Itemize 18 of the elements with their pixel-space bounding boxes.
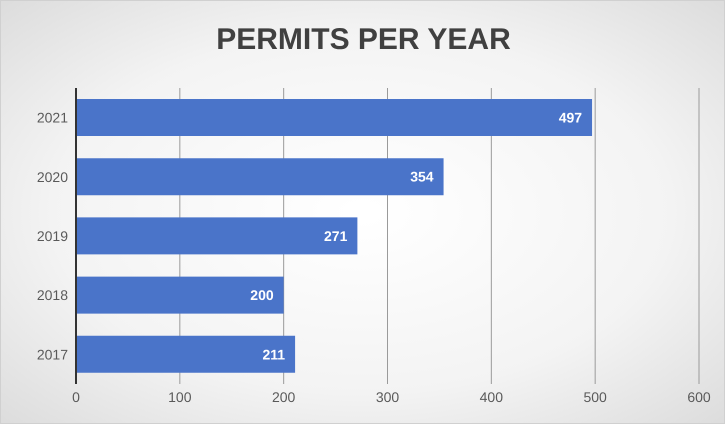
- y-tick-label: 2017: [36, 346, 68, 362]
- data-label: 354: [410, 168, 434, 185]
- x-tick-label: 300: [376, 388, 400, 405]
- x-tick-label: 600: [687, 388, 711, 405]
- y-tick-label: 2021: [36, 110, 68, 126]
- x-tick-label: 100: [168, 388, 192, 405]
- y-tick-label: 2019: [36, 228, 68, 244]
- x-tick-label: 200: [272, 388, 296, 405]
- data-label: 211: [262, 346, 286, 362]
- x-tick-label: 400: [480, 388, 504, 405]
- x-tick-label: 500: [583, 388, 608, 405]
- data-label: 200: [250, 287, 274, 304]
- data-label: 271: [324, 228, 348, 244]
- y-tick-label: 2018: [36, 287, 68, 304]
- data-label: 497: [558, 109, 582, 126]
- x-tick-label: 0: [72, 388, 80, 405]
- y-tick-label: 2020: [36, 168, 68, 185]
- chart-title: PERMITS PER YEAR: [215, 23, 512, 57]
